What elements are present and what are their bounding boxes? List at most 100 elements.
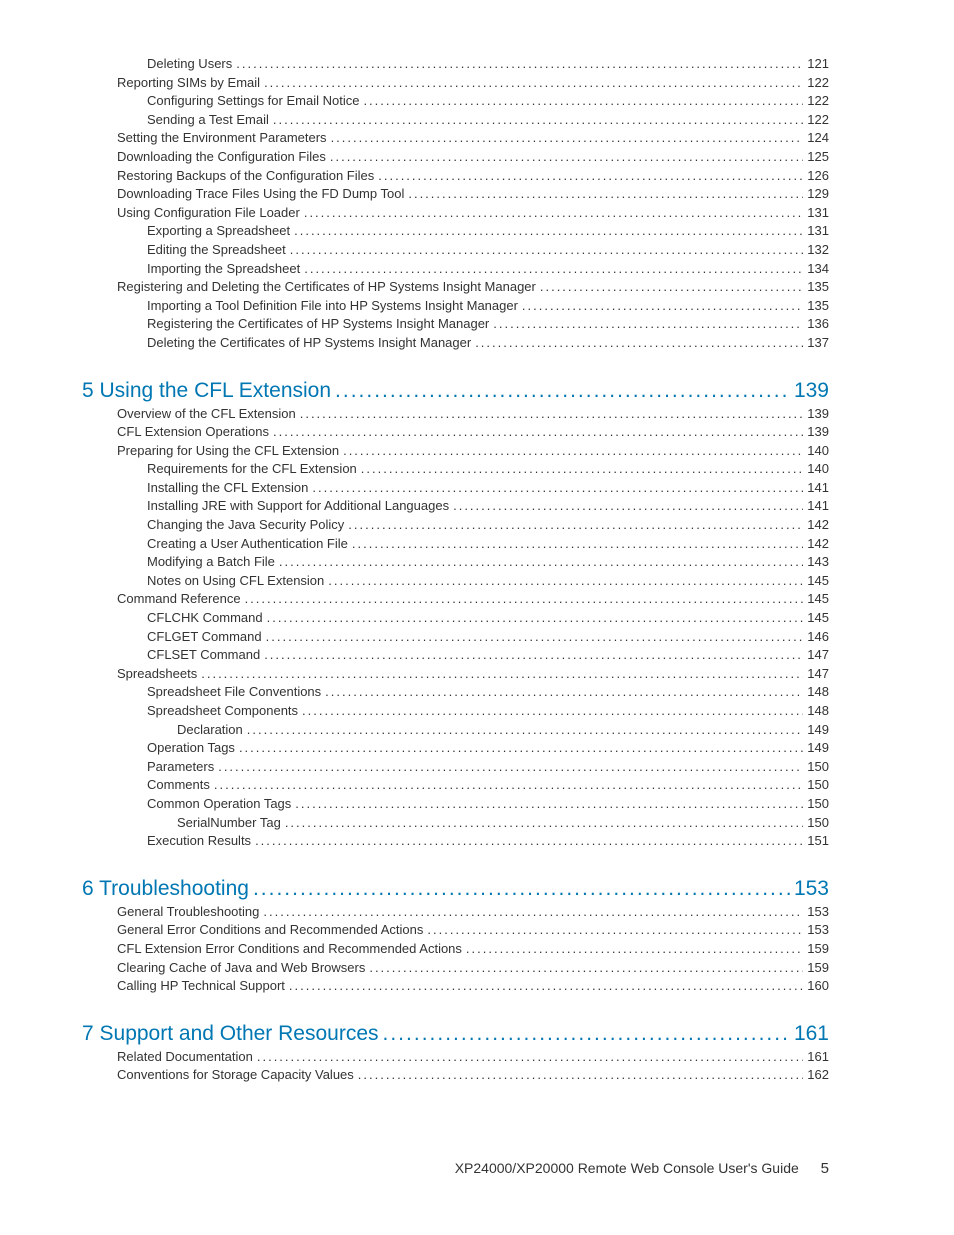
toc-entry-row[interactable]: Clearing Cache of Java and Web Browsers1… [82, 959, 829, 978]
toc-entry-row[interactable]: Setting the Environment Parameters124 [82, 129, 829, 148]
toc-leader-dots [201, 665, 803, 684]
toc-entry-label: Deleting the Certificates of HP Systems … [147, 334, 471, 353]
toc-leader-dots [264, 646, 803, 665]
toc-entry-row[interactable]: CFL Extension Operations139 [82, 423, 829, 442]
toc-entry-page: 147 [807, 665, 829, 684]
toc-leader-dots [493, 315, 803, 334]
toc-entry-label: Changing the Java Security Policy [147, 516, 344, 535]
toc-entry-row[interactable]: Spreadsheet File Conventions148 [82, 683, 829, 702]
toc-entry-label: Sending a Test Email [147, 111, 269, 130]
toc-entry-row[interactable]: Common Operation Tags150 [82, 795, 829, 814]
toc-entry-row[interactable]: Reporting SIMs by Email122 [82, 74, 829, 93]
toc-leader-dots [330, 148, 803, 167]
toc-entry-row[interactable]: Deleting the Certificates of HP Systems … [82, 334, 829, 353]
toc-entry-row[interactable]: Downloading Trace Files Using the FD Dum… [82, 185, 829, 204]
toc-entry-page: 150 [807, 758, 829, 777]
toc-entry-page: 149 [807, 721, 829, 740]
toc-entry-page: 125 [807, 148, 829, 167]
toc-entry-label: Configuring Settings for Email Notice [147, 92, 359, 111]
toc-entry-row[interactable]: General Error Conditions and Recommended… [82, 921, 829, 940]
toc-leader-dots [263, 903, 803, 922]
toc-entry-row[interactable]: Exporting a Spreadsheet131 [82, 222, 829, 241]
toc-entry-page: 141 [807, 479, 829, 498]
toc-entry-row[interactable]: CFL Extension Error Conditions and Recom… [82, 940, 829, 959]
toc-entry-row[interactable]: Spreadsheet Components148 [82, 702, 829, 721]
toc-entry-page: 137 [807, 334, 829, 353]
toc-entry-row[interactable]: Configuring Settings for Email Notice 122 [82, 92, 829, 111]
toc-entry-row[interactable]: General Troubleshooting153 [82, 903, 829, 922]
toc-leader-dots [264, 74, 803, 93]
toc-entry-page: 131 [807, 204, 829, 223]
toc-entry-row[interactable]: Installing JRE with Support for Addition… [82, 497, 829, 516]
toc-entry-label: Exporting a Spreadsheet [147, 222, 290, 241]
toc-leader-dots [335, 377, 790, 405]
toc-entry-row[interactable]: Overview of the CFL Extension139 [82, 405, 829, 424]
toc-entry-page: 126 [807, 167, 829, 186]
toc-entry-row[interactable]: Sending a Test Email122 [82, 111, 829, 130]
toc-entry-row[interactable]: Comments150 [82, 776, 829, 795]
toc-entry-page: 129 [807, 185, 829, 204]
toc-entry-label: Using Configuration File Loader [117, 204, 300, 223]
toc-entry-label: General Error Conditions and Recommended… [117, 921, 423, 940]
footer-title: XP24000/XP20000 Remote Web Console User'… [455, 1160, 799, 1176]
toc-entry-page: 135 [807, 297, 829, 316]
toc-entry-row[interactable]: Parameters150 [82, 758, 829, 777]
toc-leader-dots [348, 516, 803, 535]
toc-entry-row[interactable]: Registering and Deleting the Certificate… [82, 278, 829, 297]
toc-entry-row[interactable]: Registering the Certificates of HP Syste… [82, 315, 829, 334]
toc-entry-row[interactable]: Modifying a Batch File143 [82, 553, 829, 572]
toc-entry-row[interactable]: CFLCHK Command145 [82, 609, 829, 628]
toc-entry-row[interactable]: CFLSET Command147 [82, 646, 829, 665]
toc-entry-label: Registering the Certificates of HP Syste… [147, 315, 489, 334]
toc-entry-row[interactable]: Using Configuration File Loader 131 [82, 204, 829, 223]
toc-leader-dots [236, 55, 803, 74]
toc-entry-label: 6 Troubleshooting [82, 875, 249, 903]
toc-entry-row[interactable]: Installing the CFL Extension141 [82, 479, 829, 498]
toc-leader-dots [273, 111, 803, 130]
toc-entry-row[interactable]: Command Reference145 [82, 590, 829, 609]
toc-entry-row[interactable]: Importing a Tool Definition File into HP… [82, 297, 829, 316]
toc-leader-dots [540, 278, 803, 297]
toc-entry-row[interactable]: Calling HP Technical Support160 [82, 977, 829, 996]
toc-entry-page: 145 [807, 572, 829, 591]
toc-entry-row[interactable]: Restoring Backups of the Configuration F… [82, 167, 829, 186]
toc-entry-row[interactable]: Changing the Java Security Policy142 [82, 516, 829, 535]
toc-entry-row[interactable]: Related Documentation161 [82, 1048, 829, 1067]
toc-entry-page: 122 [807, 74, 829, 93]
toc-leader-dots [352, 535, 803, 554]
toc-entry-row[interactable]: Preparing for Using the CFL Extension140 [82, 442, 829, 461]
toc-leader-dots [522, 297, 803, 316]
toc-leader-dots [257, 1048, 803, 1067]
toc-entry-label: Importing a Tool Definition File into HP… [147, 297, 518, 316]
toc-entry-page: 150 [807, 795, 829, 814]
toc-entry-row[interactable]: Creating a User Authentication File142 [82, 535, 829, 554]
toc-entry-row[interactable]: Importing the Spreadsheet134 [82, 260, 829, 279]
toc-entry-page: 122 [807, 92, 829, 111]
toc-entry-row[interactable]: CFLGET Command146 [82, 628, 829, 647]
toc-leader-dots [328, 572, 803, 591]
toc-chapter-row[interactable]: 5 Using the CFL Extension139 [82, 377, 829, 405]
toc-entry-row[interactable]: Downloading the Configuration Files 125 [82, 148, 829, 167]
toc-entry-row[interactable]: Requirements for the CFL Extension140 [82, 460, 829, 479]
toc-entry-page: 162 [807, 1066, 829, 1085]
toc-entry-row[interactable]: SerialNumber Tag150 [82, 814, 829, 833]
toc-entry-row[interactable]: Conventions for Storage Capacity Values1… [82, 1066, 829, 1085]
toc-entry-label: Requirements for the CFL Extension [147, 460, 357, 479]
toc-entry-row[interactable]: Declaration149 [82, 721, 829, 740]
toc-entry-row[interactable]: Spreadsheets147 [82, 665, 829, 684]
toc-entry-page: 153 [807, 903, 829, 922]
toc-entry-label: CFL Extension Error Conditions and Recom… [117, 940, 462, 959]
toc-leader-dots [285, 814, 803, 833]
toc-entry-label: Installing JRE with Support for Addition… [147, 497, 449, 516]
toc-entry-page: 135 [807, 278, 829, 297]
toc-entry-row[interactable]: Editing the Spreadsheet132 [82, 241, 829, 260]
toc-entry-row[interactable]: Execution Results151 [82, 832, 829, 851]
toc-chapter-row[interactable]: 6 Troubleshooting153 [82, 875, 829, 903]
toc-chapter-row[interactable]: 7 Support and Other Resources161 [82, 1020, 829, 1048]
toc-entry-row[interactable]: Deleting Users121 [82, 55, 829, 74]
toc-entry-label: Downloading the Configuration Files [117, 148, 326, 167]
toc-entry-row[interactable]: Notes on Using CFL Extension145 [82, 572, 829, 591]
toc-entry-label: CFL Extension Operations [117, 423, 269, 442]
toc-entry-row[interactable]: Operation Tags149 [82, 739, 829, 758]
toc-leader-dots [302, 702, 803, 721]
